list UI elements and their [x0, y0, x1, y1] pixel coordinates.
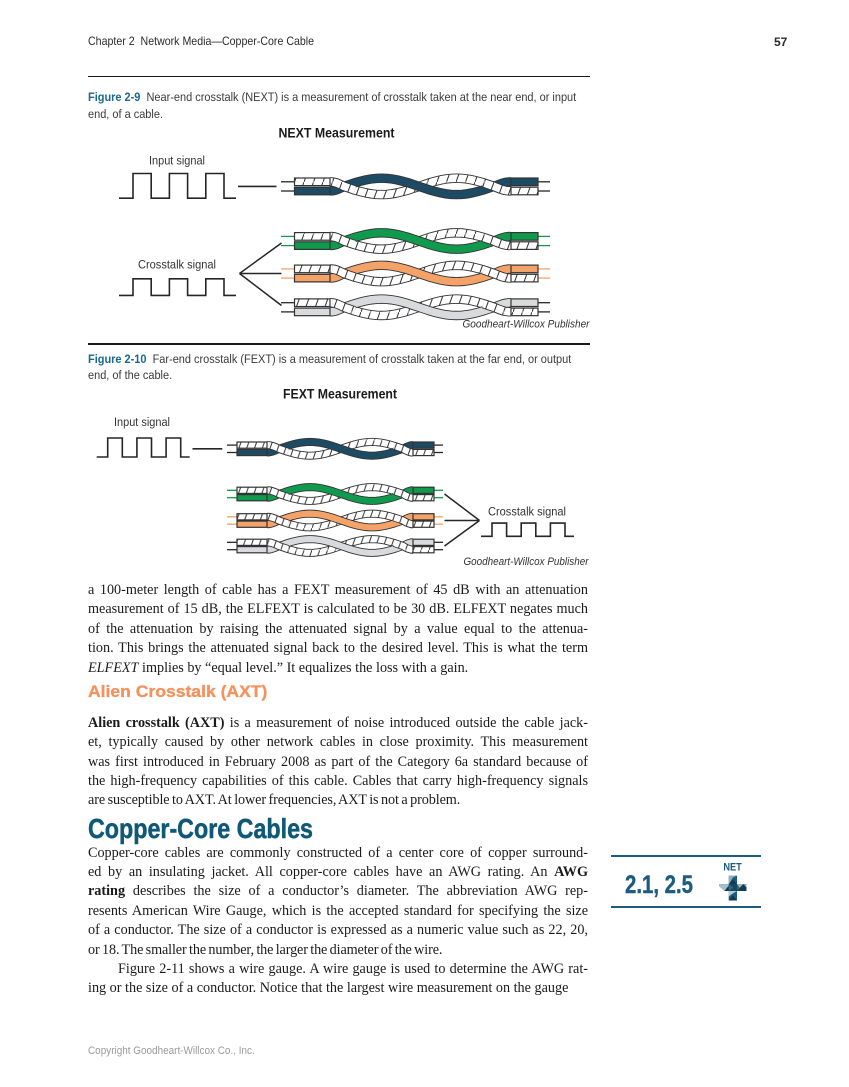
svg-text:NEXT Measurement: NEXT Measurement: [279, 126, 395, 141]
svg-text:Crosstalk signal: Crosstalk signal: [488, 504, 566, 518]
svg-text:NET: NET: [723, 861, 742, 873]
svg-text:Goodheart-Willcox Publisher: Goodheart-Willcox Publisher: [463, 319, 591, 331]
svg-text:Crosstalk signal: Crosstalk signal: [138, 258, 216, 272]
svg-text:Input signal: Input signal: [149, 154, 205, 168]
svg-text:Goodheart-Willcox Publisher: Goodheart-Willcox Publisher: [464, 556, 590, 568]
svg-text:FEXT Measurement: FEXT Measurement: [283, 387, 397, 402]
svg-text:Input signal: Input signal: [114, 415, 170, 429]
